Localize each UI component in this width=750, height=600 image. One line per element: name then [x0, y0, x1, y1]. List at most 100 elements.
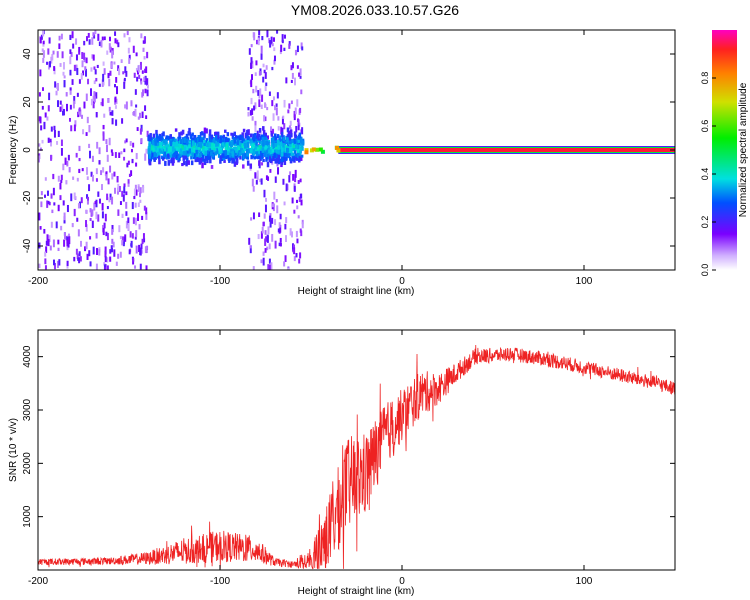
heatmap-cell [287, 267, 290, 270]
heatmap-cell [97, 214, 100, 222]
heatmap-cell [252, 185, 255, 192]
colorbar-tick-label: 0.4 [700, 168, 710, 181]
heatmap-cell [242, 164, 245, 169]
heatmap-cell [268, 91, 271, 96]
heatmap-cell [96, 248, 99, 255]
heatmap-cell [124, 234, 127, 242]
heatmap-cell [52, 239, 55, 248]
heatmap-cell [217, 139, 220, 144]
heatmap-cell [199, 141, 203, 148]
heatmap-cell [254, 145, 257, 150]
heatmap-cell [131, 158, 134, 164]
heatmap-cell [187, 160, 190, 165]
heatmap-cell [175, 154, 178, 159]
heatmap-cell [93, 80, 96, 85]
heatmap-cell [85, 220, 88, 228]
heatmap-cell [107, 178, 110, 185]
heatmap-cell [251, 116, 254, 121]
heatmap-cell [257, 90, 260, 96]
heatmap-cell [201, 152, 205, 159]
heatmap-cell [57, 247, 60, 252]
heatmap-cell [261, 226, 264, 234]
heatmap-cell [301, 141, 305, 145]
heatmap-cell [250, 154, 253, 160]
heatmap-cell [92, 32, 95, 37]
heatmap-cell [298, 147, 301, 154]
heatmap-cell [47, 200, 50, 205]
heatmap-cell [56, 260, 59, 269]
heatmap-cell [48, 235, 51, 243]
heatmap-cell [101, 98, 104, 107]
heatmap-cell [290, 133, 293, 138]
heatmap-cell [66, 204, 69, 213]
heatmap-cell [237, 150, 240, 157]
heatmap-cell [47, 137, 50, 143]
heatmap-cell [40, 34, 43, 40]
heatmap-cell [257, 133, 261, 138]
heatmap-cell [266, 135, 269, 140]
heatmap-cell [228, 142, 231, 146]
heatmap-cell [274, 176, 277, 183]
heatmap-cell [249, 163, 253, 169]
heatmap-cell [93, 91, 96, 99]
heatmap-cell [72, 43, 75, 49]
heatmap-cell [300, 42, 303, 49]
heatmap-cell [123, 77, 126, 82]
heatmap-cell [255, 155, 258, 159]
heatmap-cell [193, 134, 197, 141]
heatmap-cell [257, 37, 260, 46]
heatmap-cell [119, 251, 122, 258]
heatmap-cell [249, 110, 252, 116]
heatmap-cell [109, 165, 112, 173]
heatmap-cell [192, 152, 196, 159]
heatmap-cell [60, 174, 63, 181]
heatmap-cell [179, 148, 183, 155]
heatmap-cell [62, 110, 65, 116]
heatmap-cell [91, 37, 94, 45]
heatmap-cell [292, 248, 295, 253]
heatmap-cell [135, 162, 138, 167]
heatmap-cell [142, 233, 145, 239]
heatmap-cell [111, 152, 114, 156]
heatmap-cell [226, 148, 229, 152]
heatmap-cell [111, 238, 114, 244]
heatmap-cell [39, 69, 42, 77]
heatmap-cell [277, 228, 280, 233]
snr-frame [37, 329, 676, 571]
heatmap-cell [69, 104, 72, 110]
heatmap-cell [222, 150, 226, 155]
y-tick-label: -40 [22, 238, 33, 253]
heatmap-cell [274, 219, 277, 226]
heatmap-cell [272, 113, 275, 121]
heatmap-cell [296, 147, 300, 153]
heatmap-cell [262, 158, 265, 163]
heatmap-cell [47, 105, 50, 112]
heatmap-cell [293, 150, 297, 154]
heatmap-cell [275, 144, 278, 150]
snr-series-line [38, 345, 675, 570]
heatmap-cell [65, 180, 68, 185]
heatmap-cell [246, 138, 250, 145]
heatmap-cell [60, 179, 63, 184]
heatmap-cell [42, 40, 45, 45]
heatmap-cell [135, 152, 138, 160]
heatmap-cell [139, 199, 142, 203]
heatmap-cell [224, 137, 228, 143]
heatmap-cell [98, 160, 101, 165]
heatmap-cell [128, 58, 131, 64]
heatmap-cell [144, 153, 147, 161]
heatmap-cell [258, 212, 261, 218]
heatmap-cell [219, 155, 223, 160]
heatmap-cell [145, 207, 148, 215]
heatmap-cell [253, 105, 256, 111]
heatmap-cell [186, 150, 190, 155]
heatmap-cell [46, 234, 49, 241]
y-tick-label: 40 [22, 48, 33, 60]
heatmap-cell [261, 144, 264, 150]
heatmap-cell [86, 196, 89, 204]
heatmap-cell [134, 265, 137, 269]
heatmap-cell [278, 222, 281, 228]
heatmap-cell [143, 56, 146, 60]
heatmap-cell [91, 54, 94, 59]
heatmap-cell [260, 148, 263, 152]
